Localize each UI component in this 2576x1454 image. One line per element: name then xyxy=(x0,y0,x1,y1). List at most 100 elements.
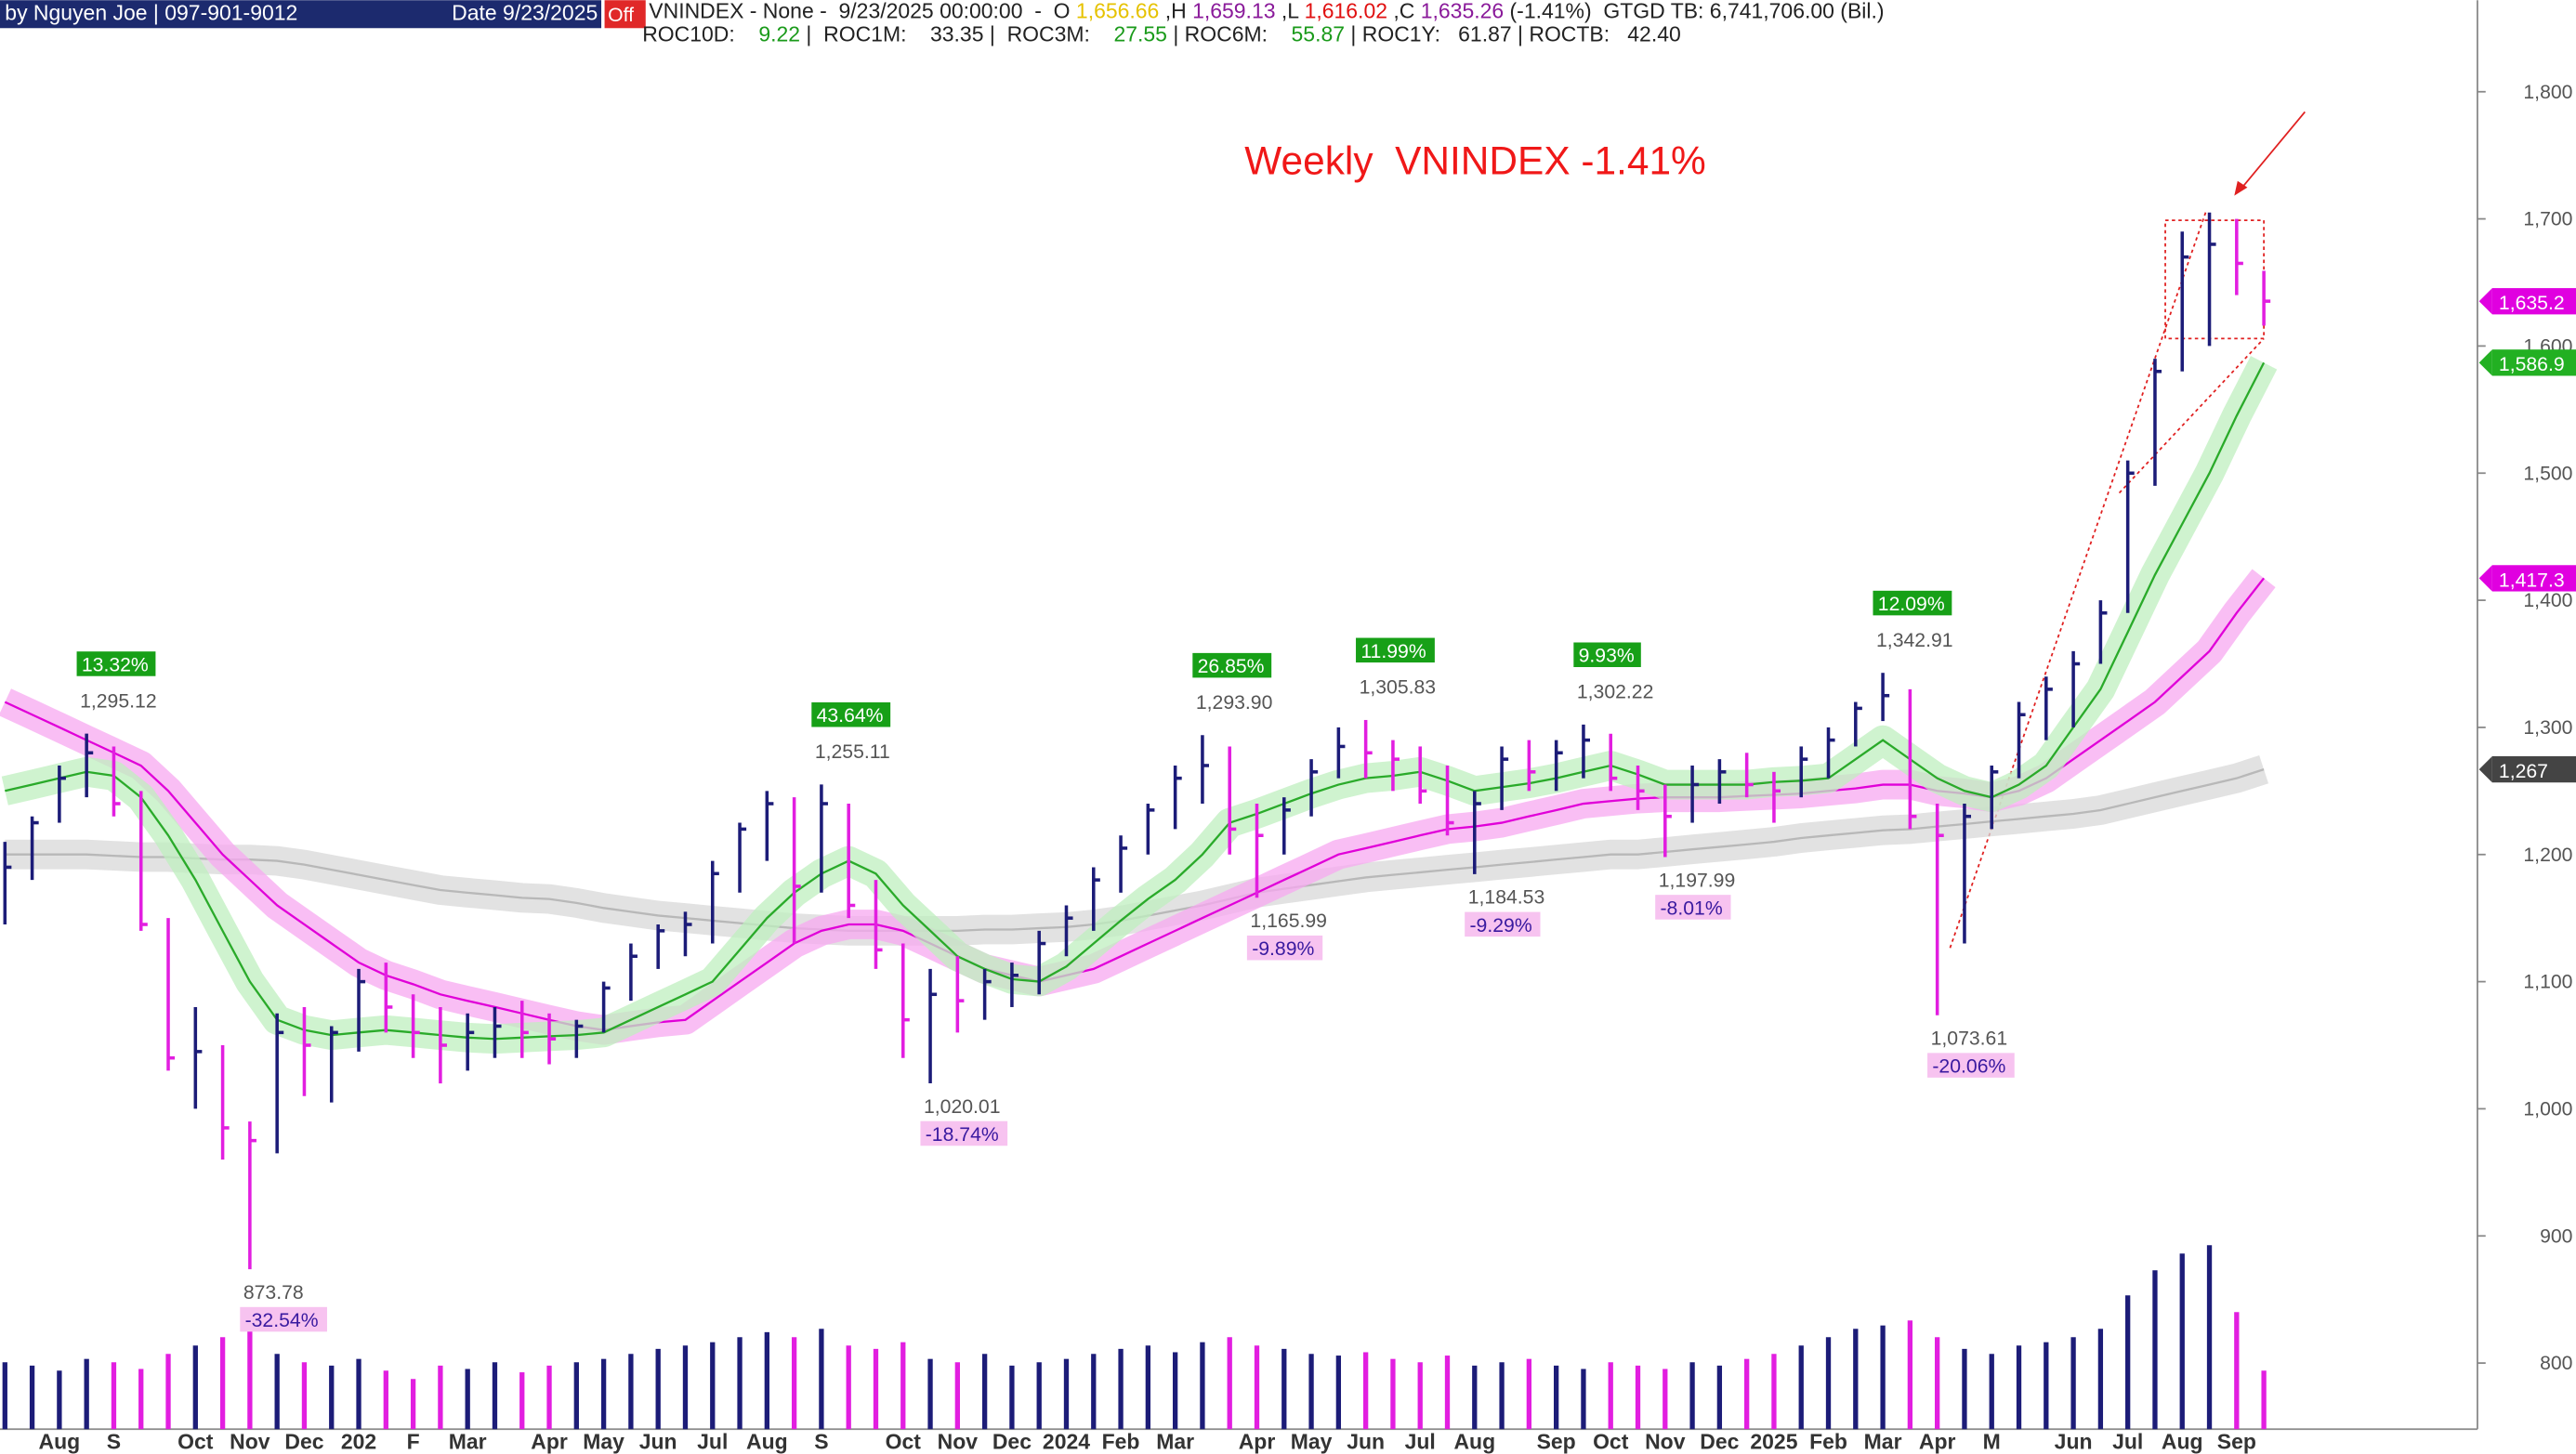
price-tag-arrow xyxy=(2478,288,2492,315)
x-tick-label: Sep xyxy=(2217,1429,2256,1453)
peak-change: 9.93% xyxy=(1579,646,1635,667)
price-tag-label: 1,417.3 xyxy=(2499,570,2565,591)
x-tick-label: Jun xyxy=(2055,1429,2093,1453)
price-tag-label: 1,635.2 xyxy=(2499,293,2565,314)
quote-segment: 1,635.26 xyxy=(1421,0,1504,23)
price-tag-arrow xyxy=(2478,755,2492,783)
volume-bar xyxy=(655,1348,661,1430)
peak-label: 1,295.12 xyxy=(80,690,157,712)
price-tag xyxy=(2491,349,2576,376)
price-tag-arrow xyxy=(2478,349,2492,376)
volume-bar xyxy=(1989,1354,1994,1430)
y-tick-label: 1,200 xyxy=(2523,845,2572,866)
y-tick-label: 1,100 xyxy=(2523,972,2572,993)
quote-segment: 1,616.02 xyxy=(1305,0,1387,23)
volume-bar xyxy=(573,1362,579,1430)
x-tick-label: Jun xyxy=(639,1429,677,1453)
volume-bar xyxy=(57,1370,62,1430)
volume-bar xyxy=(846,1345,851,1430)
volume-bar xyxy=(274,1354,280,1430)
x-tick-label: May xyxy=(583,1429,624,1453)
volume-bar xyxy=(192,1345,198,1430)
price-tag-arrow xyxy=(2478,565,2492,592)
volume-bar xyxy=(1118,1348,1124,1430)
volume-bar xyxy=(219,1337,226,1430)
roc-segment: | ROC3M: xyxy=(983,21,1113,46)
x-tick-label: 202 xyxy=(341,1429,376,1453)
channel-line xyxy=(1949,210,2208,949)
trough-change-box xyxy=(1927,1053,2015,1078)
x-tick-label: Feb xyxy=(1809,1429,1847,1453)
quote-segment: 1,659.13 xyxy=(1192,0,1275,23)
price-tag-label: 1,586.9 xyxy=(2499,354,2565,375)
trough-label: 1,197.99 xyxy=(1659,870,1736,891)
volume-bar xyxy=(492,1362,498,1430)
volume-bar xyxy=(2179,1253,2185,1430)
volume-bar xyxy=(1771,1354,1777,1430)
volume-bar xyxy=(2097,1329,2104,1430)
volume-bar xyxy=(1335,1356,1342,1430)
volume-bar xyxy=(1472,1365,1478,1430)
volume-bar xyxy=(2070,1337,2076,1430)
volume-bar xyxy=(1798,1345,1804,1430)
off-label[interactable]: Off xyxy=(608,5,634,26)
x-tick-label: 2025 xyxy=(1750,1429,1797,1453)
volume-bar xyxy=(465,1369,470,1430)
peak-label: 1,342.91 xyxy=(1876,630,1953,651)
volume-bar xyxy=(2,1362,7,1430)
y-tick-label: 1,800 xyxy=(2523,82,2572,103)
quote-segment: ,H xyxy=(1159,0,1192,23)
volume-bar xyxy=(710,1342,716,1430)
roc-line: ROC10D: 9.22 | ROC1M: 33.35 | ROC3M: 27.… xyxy=(642,21,1681,46)
trough-change: -9.89% xyxy=(1252,938,1314,960)
volume-bar xyxy=(1962,1348,1967,1430)
x-tick-label: Oct xyxy=(1593,1429,1629,1453)
trough-change: -18.74% xyxy=(926,1124,999,1146)
volume-bar xyxy=(1608,1362,1613,1430)
volume-bar xyxy=(247,1329,253,1430)
peak-change: 43.64% xyxy=(817,705,884,727)
quote-segment: 1,656.66 xyxy=(1076,0,1159,23)
off-badge[interactable] xyxy=(604,0,646,29)
volume-bar xyxy=(819,1329,824,1430)
volume-bar xyxy=(546,1365,552,1430)
channel-line xyxy=(2118,337,2265,494)
x-tick-label: Apr xyxy=(1919,1429,1956,1453)
volume-bar xyxy=(329,1365,335,1430)
x-tick-label: 2024 xyxy=(1043,1429,1090,1453)
quote-segment: (-1.41%) GTGD TB: 6,741,706.00 (Bil.) xyxy=(1504,0,1884,23)
volume-bar xyxy=(519,1372,525,1430)
quote-line: VNINDEX - None - 9/23/2025 00:00:00 - O … xyxy=(649,0,1884,23)
trough-change: -32.54% xyxy=(245,1310,319,1331)
volume-bar xyxy=(1091,1354,1097,1430)
price-tag xyxy=(2491,565,2576,592)
volume-bar xyxy=(954,1362,960,1430)
volume-bar xyxy=(2044,1342,2049,1430)
roc-segment: 61.87 xyxy=(1458,21,1511,46)
background-layer xyxy=(0,0,2478,1431)
volume-bar xyxy=(791,1337,797,1430)
volume-bar xyxy=(1635,1365,1641,1430)
x-tick-label: Nov xyxy=(938,1429,979,1453)
volume-bar xyxy=(84,1358,89,1430)
roc-segment: 9.22 xyxy=(758,21,800,46)
volume-bar xyxy=(1663,1369,1668,1430)
volume-bar xyxy=(1689,1362,1695,1430)
peak-label: 1,305.83 xyxy=(1360,677,1437,699)
volume-bar xyxy=(410,1379,416,1430)
price-tag xyxy=(2491,755,2576,783)
volume-bar xyxy=(764,1331,769,1430)
volume-bar xyxy=(1254,1345,1260,1430)
x-tick-label: Dec xyxy=(1700,1429,1739,1453)
roc-segment: 55.87 xyxy=(1292,21,1345,46)
x-tick-label: S xyxy=(107,1429,121,1453)
price-tag xyxy=(2491,288,2576,315)
volume-bar xyxy=(29,1365,35,1430)
peak-change-box xyxy=(76,651,156,676)
peak-label: 1,293.90 xyxy=(1196,692,1273,714)
volume-bar xyxy=(1390,1358,1396,1430)
volume-bar xyxy=(1227,1337,1232,1430)
volume-bar xyxy=(1200,1342,1205,1430)
volume-bar xyxy=(600,1358,607,1430)
